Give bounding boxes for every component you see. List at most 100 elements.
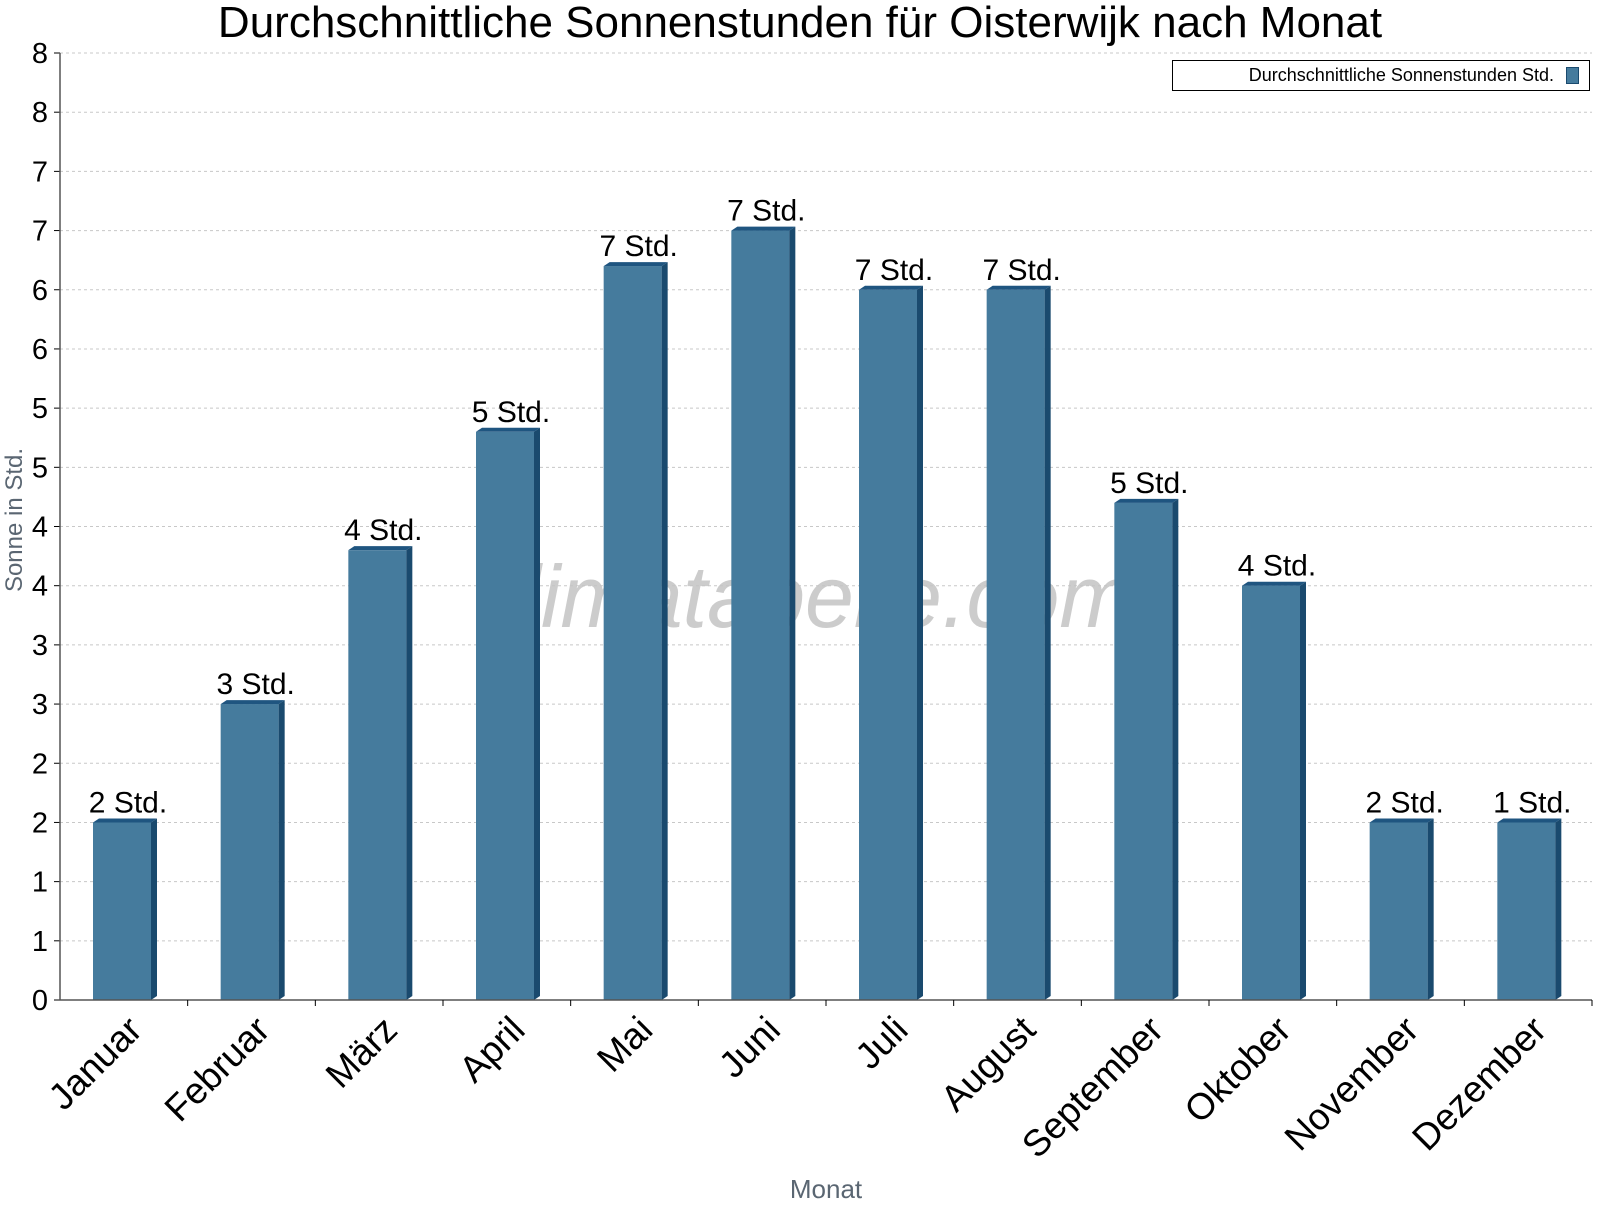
- y-tick-label: 6: [32, 334, 48, 366]
- value-label: 5 Std.: [1110, 467, 1188, 500]
- axes: [54, 52, 1593, 1006]
- y-tick-label: 2: [32, 807, 48, 839]
- bar-november: [1369, 818, 1434, 1000]
- y-tick-label: 7: [32, 156, 48, 188]
- bar-side: [278, 700, 285, 1000]
- x-axis-label: Monat: [789, 1174, 863, 1204]
- bar-face: [220, 704, 279, 1000]
- bar-märz: [348, 546, 413, 1000]
- bar-side: [661, 262, 668, 1000]
- bar-top: [603, 262, 668, 267]
- x-tick-label: Januar: [41, 1009, 150, 1118]
- y-tick-label: 6: [32, 275, 48, 307]
- bar-dezember: [1497, 818, 1562, 1000]
- bar-august: [986, 285, 1051, 1000]
- y-tick-labels: 0 1 1 2 2 3 3 4 4 5 5 6 6 7 7 8 8: [32, 38, 48, 1017]
- legend-label: Durchschnittliche Sonnenstunden Std.: [1248, 65, 1554, 85]
- y-tick-label: 5: [32, 452, 48, 484]
- y-tick-label: 4: [32, 512, 48, 544]
- bar-januar: [93, 818, 157, 1000]
- bar-top: [731, 226, 796, 231]
- y-tick-label: 7: [32, 216, 48, 248]
- value-label: 2 Std.: [89, 786, 167, 819]
- bar-side: [151, 818, 157, 1000]
- y-tick-label: 1: [32, 867, 48, 899]
- chart-title: Durchschnittliche Sonnenstunden für Oist…: [217, 0, 1383, 47]
- bar-oktober: [1242, 581, 1306, 1000]
- y-tick-label: 2: [32, 748, 48, 780]
- x-tick-label: März: [318, 1009, 405, 1096]
- bar-side: [534, 427, 540, 1000]
- y-tick-label: 8: [32, 38, 48, 70]
- bar-top: [859, 285, 923, 290]
- bar-top: [1114, 498, 1179, 503]
- value-label: 7 Std.: [599, 230, 677, 263]
- bar-face: [1497, 822, 1556, 1000]
- bar-april: [476, 427, 540, 1000]
- legend: Durchschnittliche Sonnenstunden Std.: [1172, 60, 1590, 91]
- value-label: 4 Std.: [344, 514, 422, 547]
- x-tick-label: November: [1277, 1009, 1427, 1159]
- x-tick-labels: Januar Februar März April Mai Juni Juli AugustS…: [41, 1008, 1554, 1165]
- bar-top: [986, 285, 1051, 290]
- bars: [93, 226, 1562, 1000]
- bar-face: [1242, 585, 1300, 1000]
- bar-september: [1114, 498, 1179, 1000]
- x-tick-label: Juni: [711, 1009, 788, 1086]
- x-tick-label: Dezember: [1404, 1009, 1554, 1159]
- x-tick-label: August: [933, 1008, 1044, 1119]
- bar-face: [731, 230, 790, 1000]
- value-label: 1 Std.: [1493, 786, 1571, 819]
- bar-face: [859, 289, 917, 1000]
- x-tick-label: Oktober: [1177, 1009, 1299, 1131]
- bar-face: [986, 289, 1045, 1000]
- y-tick-label: 0: [32, 985, 48, 1017]
- bar-side: [1300, 581, 1306, 1000]
- y-tick-label: 5: [32, 393, 48, 425]
- bar-top: [476, 427, 540, 432]
- bar-top: [220, 700, 285, 705]
- legend-swatch: [1566, 67, 1579, 84]
- x-tick-label: April: [451, 1009, 532, 1090]
- grid-lines: [60, 52, 1592, 942]
- x-tick-label: Juli: [847, 1009, 915, 1077]
- value-label: 2 Std.: [1365, 786, 1443, 819]
- bar-face: [1114, 502, 1173, 1000]
- bar-side: [1427, 818, 1434, 1000]
- bar-face: [603, 266, 662, 1000]
- bar-top: [1369, 818, 1434, 823]
- bar-face: [348, 550, 407, 1000]
- bar-face: [93, 822, 151, 1000]
- y-tick-label: 8: [32, 97, 48, 129]
- bar-top: [1242, 581, 1306, 586]
- bar-side: [1172, 498, 1179, 1000]
- y-tick-label: 3: [32, 630, 48, 662]
- value-label: 7 Std.: [982, 254, 1060, 287]
- bar-top: [93, 818, 157, 823]
- y-tick-label: 1: [32, 926, 48, 958]
- value-label: 3 Std.: [216, 668, 294, 701]
- bar-face: [1369, 822, 1428, 1000]
- bar-mai: [603, 262, 668, 1000]
- bar-februar: [220, 700, 285, 1000]
- y-axis-label: Sonne in Std.: [1, 447, 28, 593]
- bar-side: [917, 285, 923, 1000]
- value-label: 4 Std.: [1238, 550, 1316, 583]
- value-label: 5 Std.: [472, 396, 550, 429]
- bar-side: [1555, 818, 1562, 1000]
- y-tick-label: 4: [32, 571, 48, 603]
- bar-top: [1497, 818, 1562, 823]
- bar-juli: [859, 285, 923, 1000]
- value-label: 7 Std.: [855, 254, 933, 287]
- x-tick-label: Februar: [157, 1009, 278, 1130]
- bar-side: [789, 226, 796, 1000]
- bar-face: [476, 431, 534, 1000]
- value-labels: 2 Std. 3 Std. 4 Std. 5 Std. 7 Std. 7 Std. 7 St…: [89, 195, 1572, 820]
- y-tick-label: 3: [32, 689, 48, 721]
- bar-side: [1044, 285, 1051, 1000]
- bar-top: [348, 546, 413, 551]
- bar-juni: [731, 226, 796, 1000]
- x-tick-label: Mai: [589, 1009, 660, 1080]
- bar-side: [406, 546, 413, 1000]
